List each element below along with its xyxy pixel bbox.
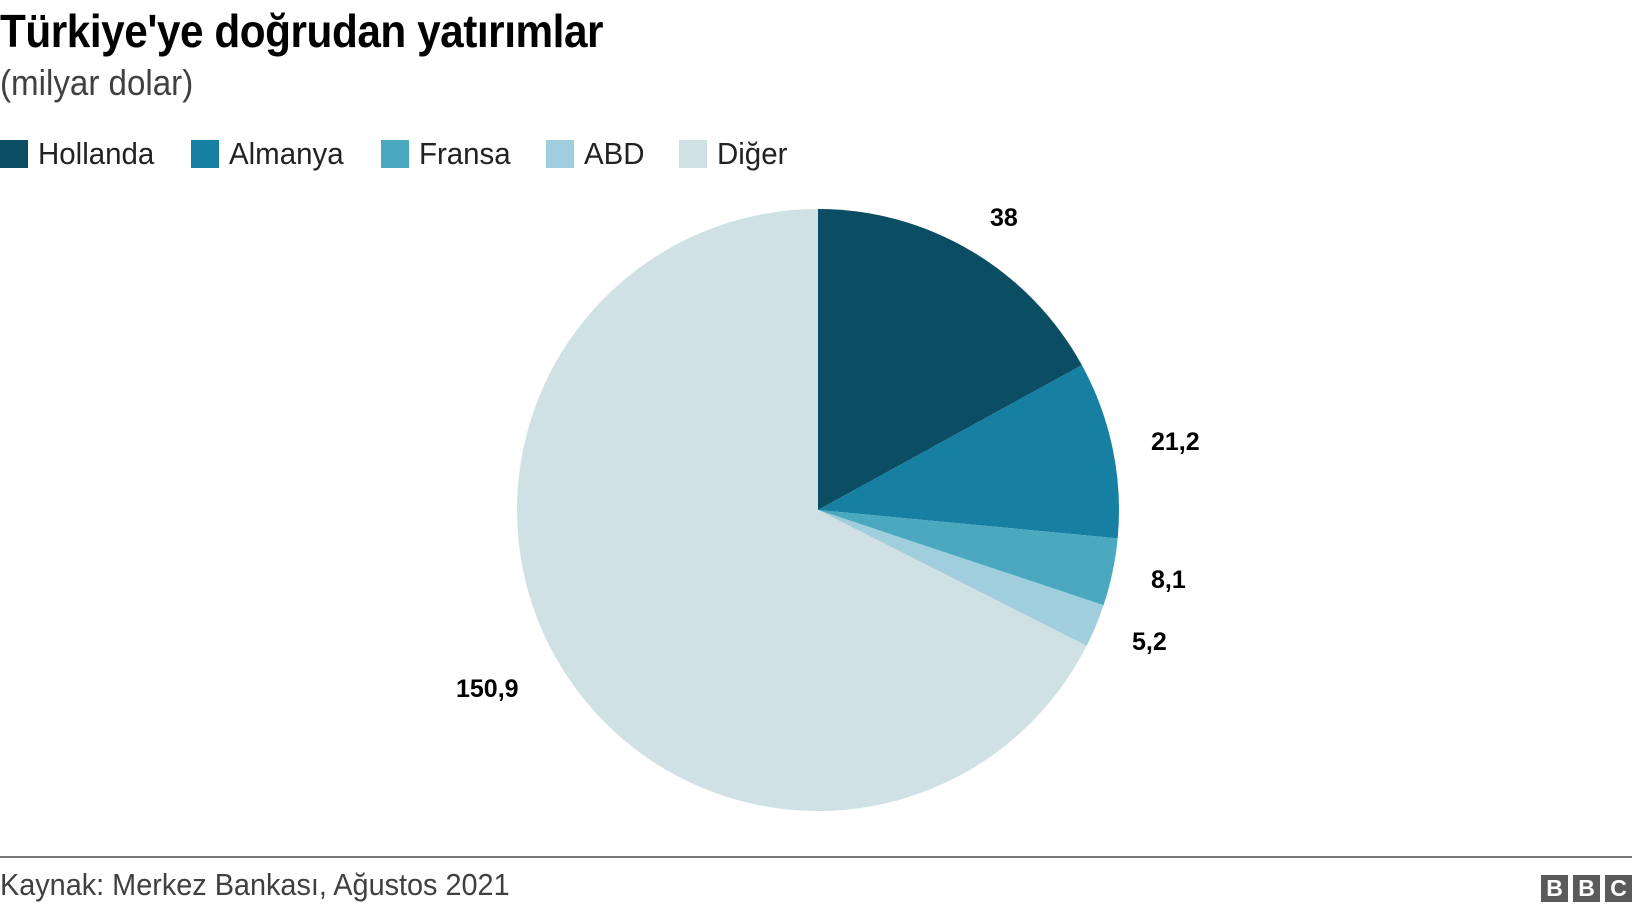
slice-label-hollanda: 38 bbox=[990, 204, 1018, 232]
chart-title: Türkiye'ye doğrudan yatırımlar bbox=[0, 5, 604, 57]
legend-swatch-hollanda bbox=[0, 140, 28, 168]
legend-label: Almanya bbox=[229, 136, 344, 171]
legend-label: Hollanda bbox=[38, 136, 155, 171]
bbc-logo-letter: B bbox=[1541, 875, 1568, 902]
slice-label-almanya: 21,2 bbox=[1151, 428, 1200, 456]
legend-swatch-diger bbox=[679, 140, 708, 168]
legend-item-almanya: Almanya bbox=[191, 136, 350, 172]
legend-swatch-almanya bbox=[191, 140, 220, 168]
slice-label-fransa: 8,1 bbox=[1151, 566, 1186, 594]
legend-item-diger: Diğer bbox=[679, 136, 791, 172]
bbc-logo: B B C bbox=[1536, 875, 1632, 902]
bbc-logo-letter: C bbox=[1605, 875, 1632, 902]
legend-label: Fransa bbox=[418, 136, 511, 171]
legend: Hollanda Almanya Fransa ABD Diğer bbox=[0, 136, 822, 172]
legend-label: Diğer bbox=[717, 136, 788, 171]
legend-swatch-fransa bbox=[380, 140, 409, 168]
slice-label-abd: 5,2 bbox=[1132, 628, 1167, 656]
chart-subtitle: (milyar dolar) bbox=[0, 62, 194, 103]
slice-label-diger: 150,9 bbox=[456, 675, 519, 703]
bbc-logo-letter: B bbox=[1573, 875, 1600, 902]
legend-item-fransa: Fransa bbox=[380, 136, 515, 172]
legend-item-hollanda: Hollanda bbox=[0, 136, 160, 172]
legend-swatch-abd bbox=[546, 140, 575, 168]
source-note: Kaynak: Merkez Bankası, Ağustos 2021 bbox=[0, 867, 510, 902]
pie-slice-diğer bbox=[517, 209, 1087, 811]
pie-slice-abd bbox=[818, 510, 1104, 646]
pie-slices bbox=[517, 209, 1119, 811]
legend-item-abd: ABD bbox=[546, 136, 648, 172]
footer-divider bbox=[0, 856, 1632, 858]
pie-slice-hollanda bbox=[818, 209, 1082, 510]
pie-slice-almanya bbox=[818, 365, 1119, 539]
pie-slice-fransa bbox=[818, 510, 1118, 606]
legend-label: ABD bbox=[584, 136, 646, 171]
